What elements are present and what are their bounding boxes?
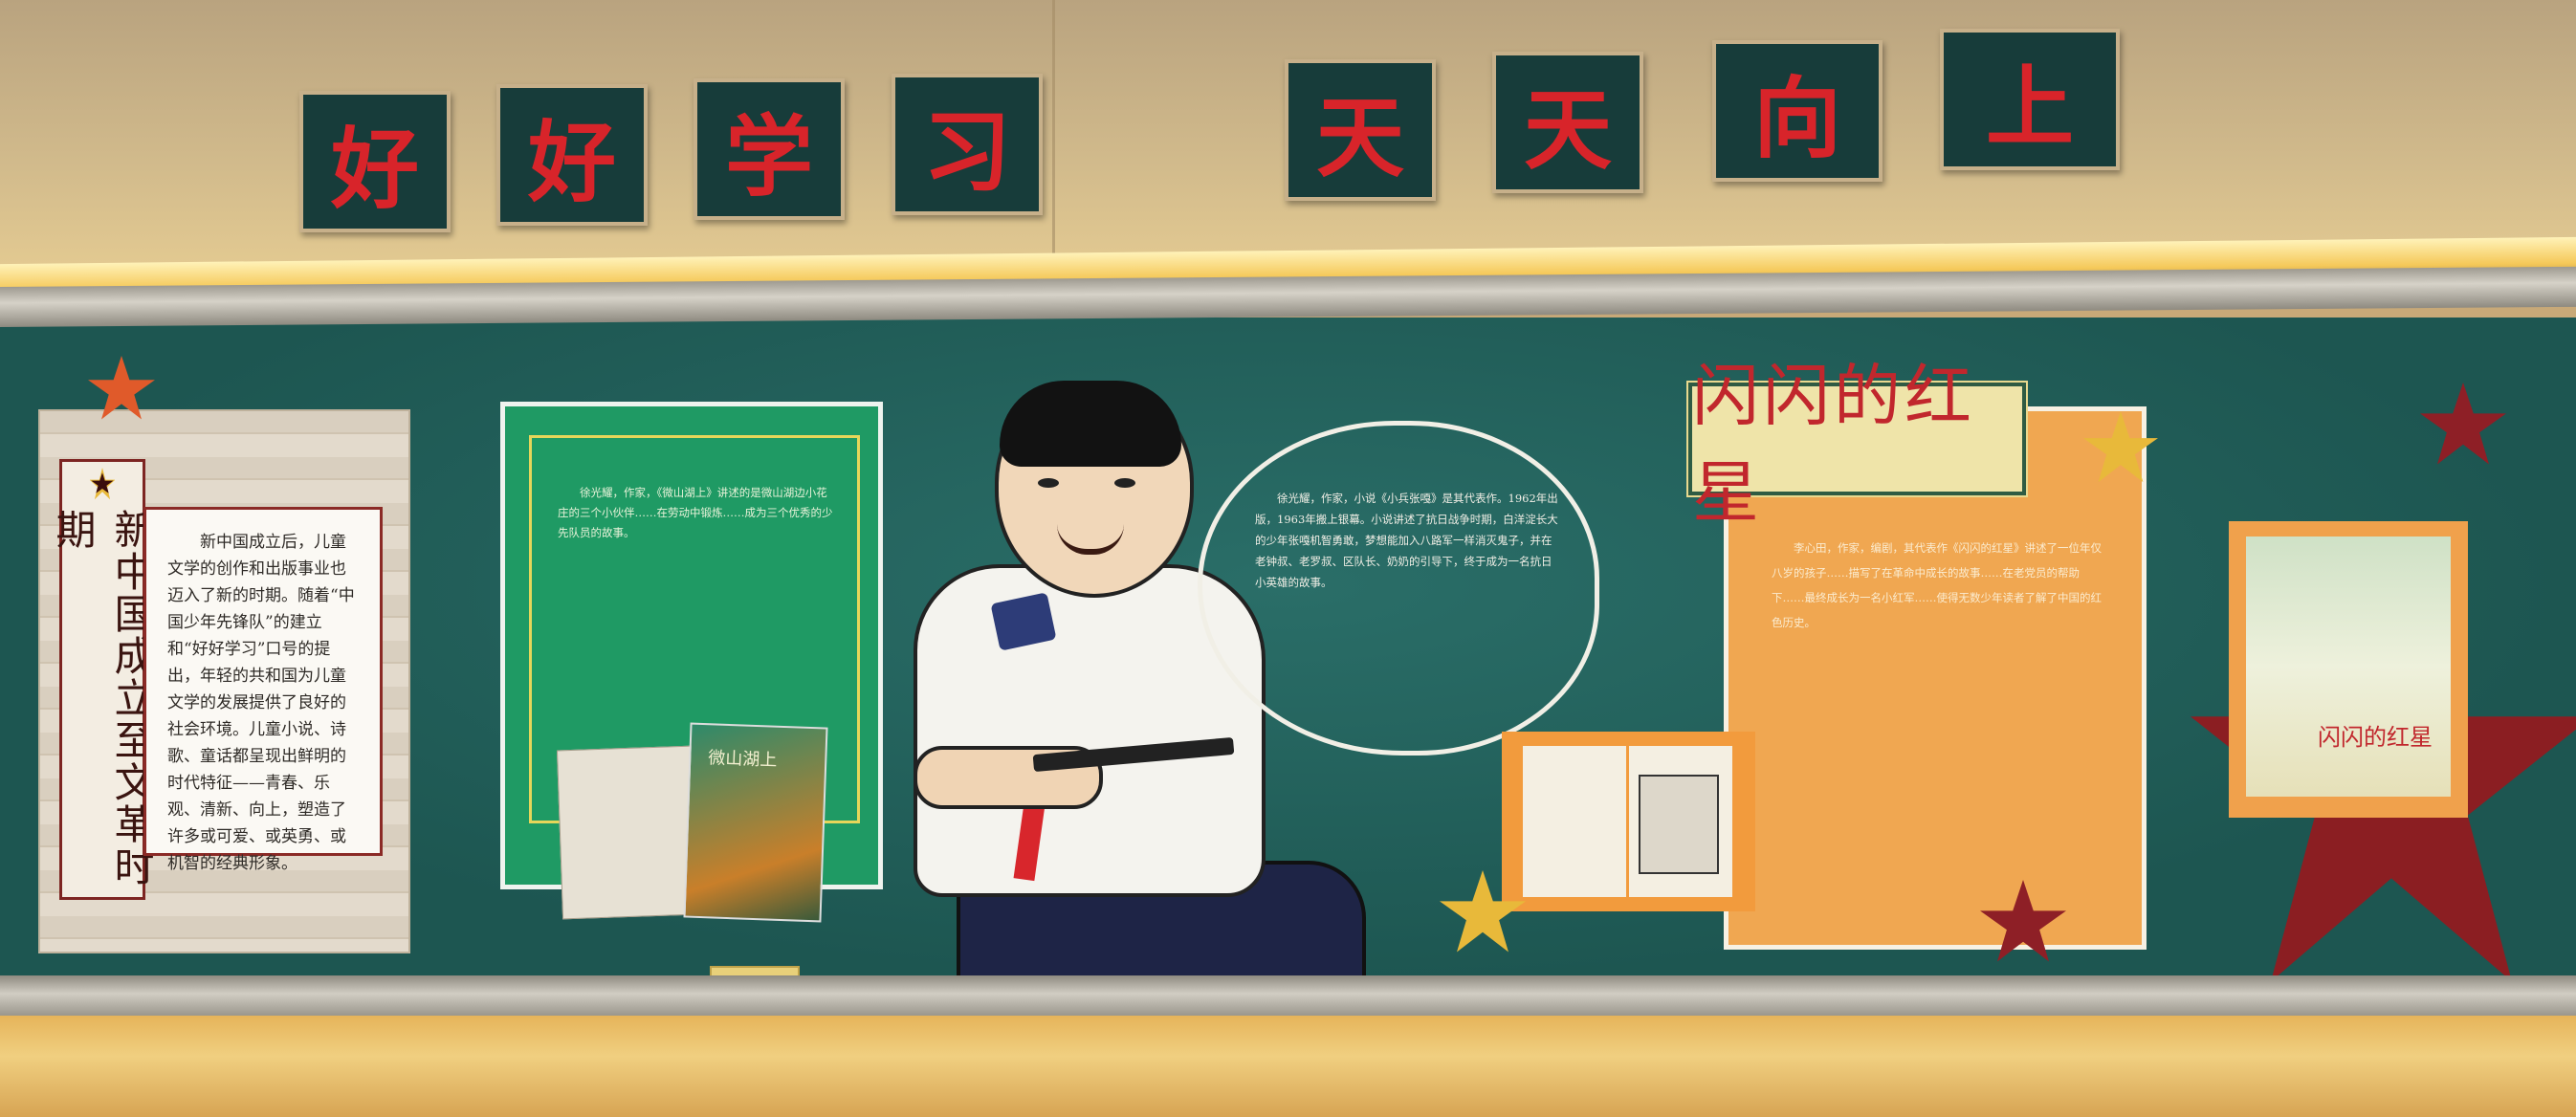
banner-char: 上 <box>1985 55 2074 159</box>
banner-char: 向 <box>1752 66 1841 170</box>
book-illustration <box>1639 775 1719 874</box>
speech-bubble: 徐光耀，作家，小说《小兵张嘎》是其代表作。1962年出版，1963年搬上银幕。小… <box>1198 421 1599 756</box>
banner-tile: 天 <box>1492 52 1643 193</box>
intro-body: 新中国成立后，儿童文学的创作和出版事业也迈入了新的时期。随着“中国少年先锋队”的… <box>167 533 355 873</box>
banner-char: 好 <box>527 110 616 214</box>
boy-eye <box>1038 478 1059 488</box>
orange-panel-body: 李心田，作家，编剧，其代表作《闪闪的红星》讲述了一位年仅八岁的孩子……描写了在革… <box>1772 541 2102 629</box>
boy-eye <box>1114 478 1135 488</box>
orange-panel: 李心田，作家，编剧，其代表作《闪闪的红星》讲述了一位年仅八岁的孩子……描写了在革… <box>1724 406 2147 950</box>
banner-char: 习 <box>922 99 1011 204</box>
banner-tile: 向 <box>1712 40 1882 182</box>
cover-illustration: 闪闪的红星 <box>2246 537 2451 797</box>
poster-body: 徐光耀，作家，《微山湖上》讲述的是微山湖边小花庄的三个小伙伴……在劳动中锻炼……… <box>558 486 833 539</box>
wall-seam <box>1052 0 1055 287</box>
book-cover-weishanhu: 微山湖上 <box>683 722 828 923</box>
old-book-page <box>556 745 699 920</box>
banner-tile: 习 <box>892 74 1043 215</box>
vertical-title-tab: ★ 新中国成立至文革时期 <box>50 459 155 900</box>
banner-tile: 上 <box>1940 29 2120 170</box>
panel-title: 闪闪的红星 <box>1692 357 1975 532</box>
cover-title: 闪闪的红星 <box>2318 724 2433 751</box>
lit-floor-ledge <box>0 1016 2576 1117</box>
banner-tile: 好 <box>496 84 648 226</box>
book-page-left <box>1523 746 1626 897</box>
banner-tile: 学 <box>694 78 845 220</box>
red-star-title-plaque: 闪闪的红星 <box>1688 357 2026 532</box>
banner-char: 天 <box>1523 77 1612 182</box>
board-frame-bottom <box>0 975 2576 1016</box>
banner-char: 好 <box>330 117 419 221</box>
book-title: 微山湖上 <box>707 748 778 771</box>
book-page-right <box>1629 746 1732 897</box>
banner-char: 学 <box>724 104 813 208</box>
book-cover-red-star: 闪闪的红星 <box>2229 521 2468 818</box>
banner-tile: 好 <box>299 91 451 232</box>
boy-hair <box>1000 381 1181 467</box>
banner-tile: 天 <box>1285 59 1436 201</box>
open-book <box>1502 732 1755 911</box>
banner-char: 天 <box>1315 85 1404 189</box>
intro-text-card: 新中国成立后，儿童文学的创作和出版事业也迈入了新的时期。随着“中国少年先锋队”的… <box>143 507 383 873</box>
bubble-body: 徐光耀，作家，小说《小兵张嘎》是其代表作。1962年出版，1963年搬上银幕。小… <box>1255 492 1558 589</box>
boy-smile <box>1057 524 1124 555</box>
star-icon: ★ <box>89 468 116 501</box>
